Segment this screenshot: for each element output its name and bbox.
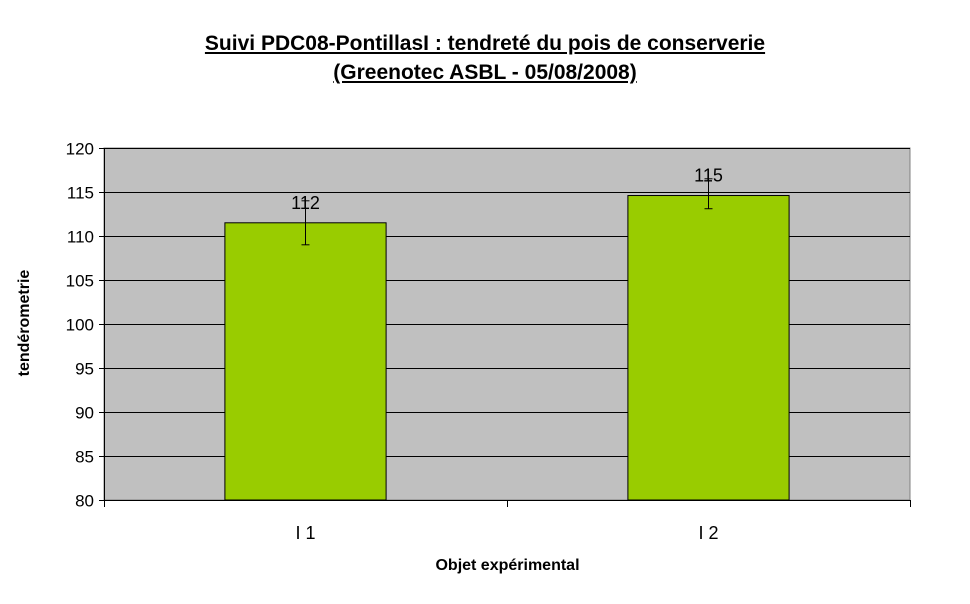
y-tick-label: 100 (66, 316, 94, 335)
y-tick-label: 80 (75, 492, 94, 511)
y-tick-label: 105 (66, 272, 94, 291)
x-tick-label: I 1 (295, 523, 315, 543)
y-tick-label: 115 (67, 184, 94, 203)
x-tick-label: I 2 (698, 523, 718, 543)
bar-2 (627, 195, 790, 501)
y-tick-label: 110 (67, 228, 94, 247)
data-label-1: 112 (291, 193, 320, 213)
data-label-2: 115 (694, 166, 723, 186)
bar-1 (224, 222, 387, 501)
y-tick-label: 85 (75, 448, 94, 467)
chart-title-line-2: (Greenotec ASBL - 05/08/2008) (333, 61, 637, 84)
y-tick-label: 95 (75, 360, 94, 379)
y-axis-label: tendérometrie (16, 269, 33, 377)
y-tick-label: 90 (75, 404, 94, 423)
chart-title-line-1: Suivi PDC08-PontillasI : tendreté du poi… (204, 32, 766, 55)
x-axis-label: Objet expérimental (435, 557, 580, 574)
y-tick-label: 120 (66, 140, 94, 159)
